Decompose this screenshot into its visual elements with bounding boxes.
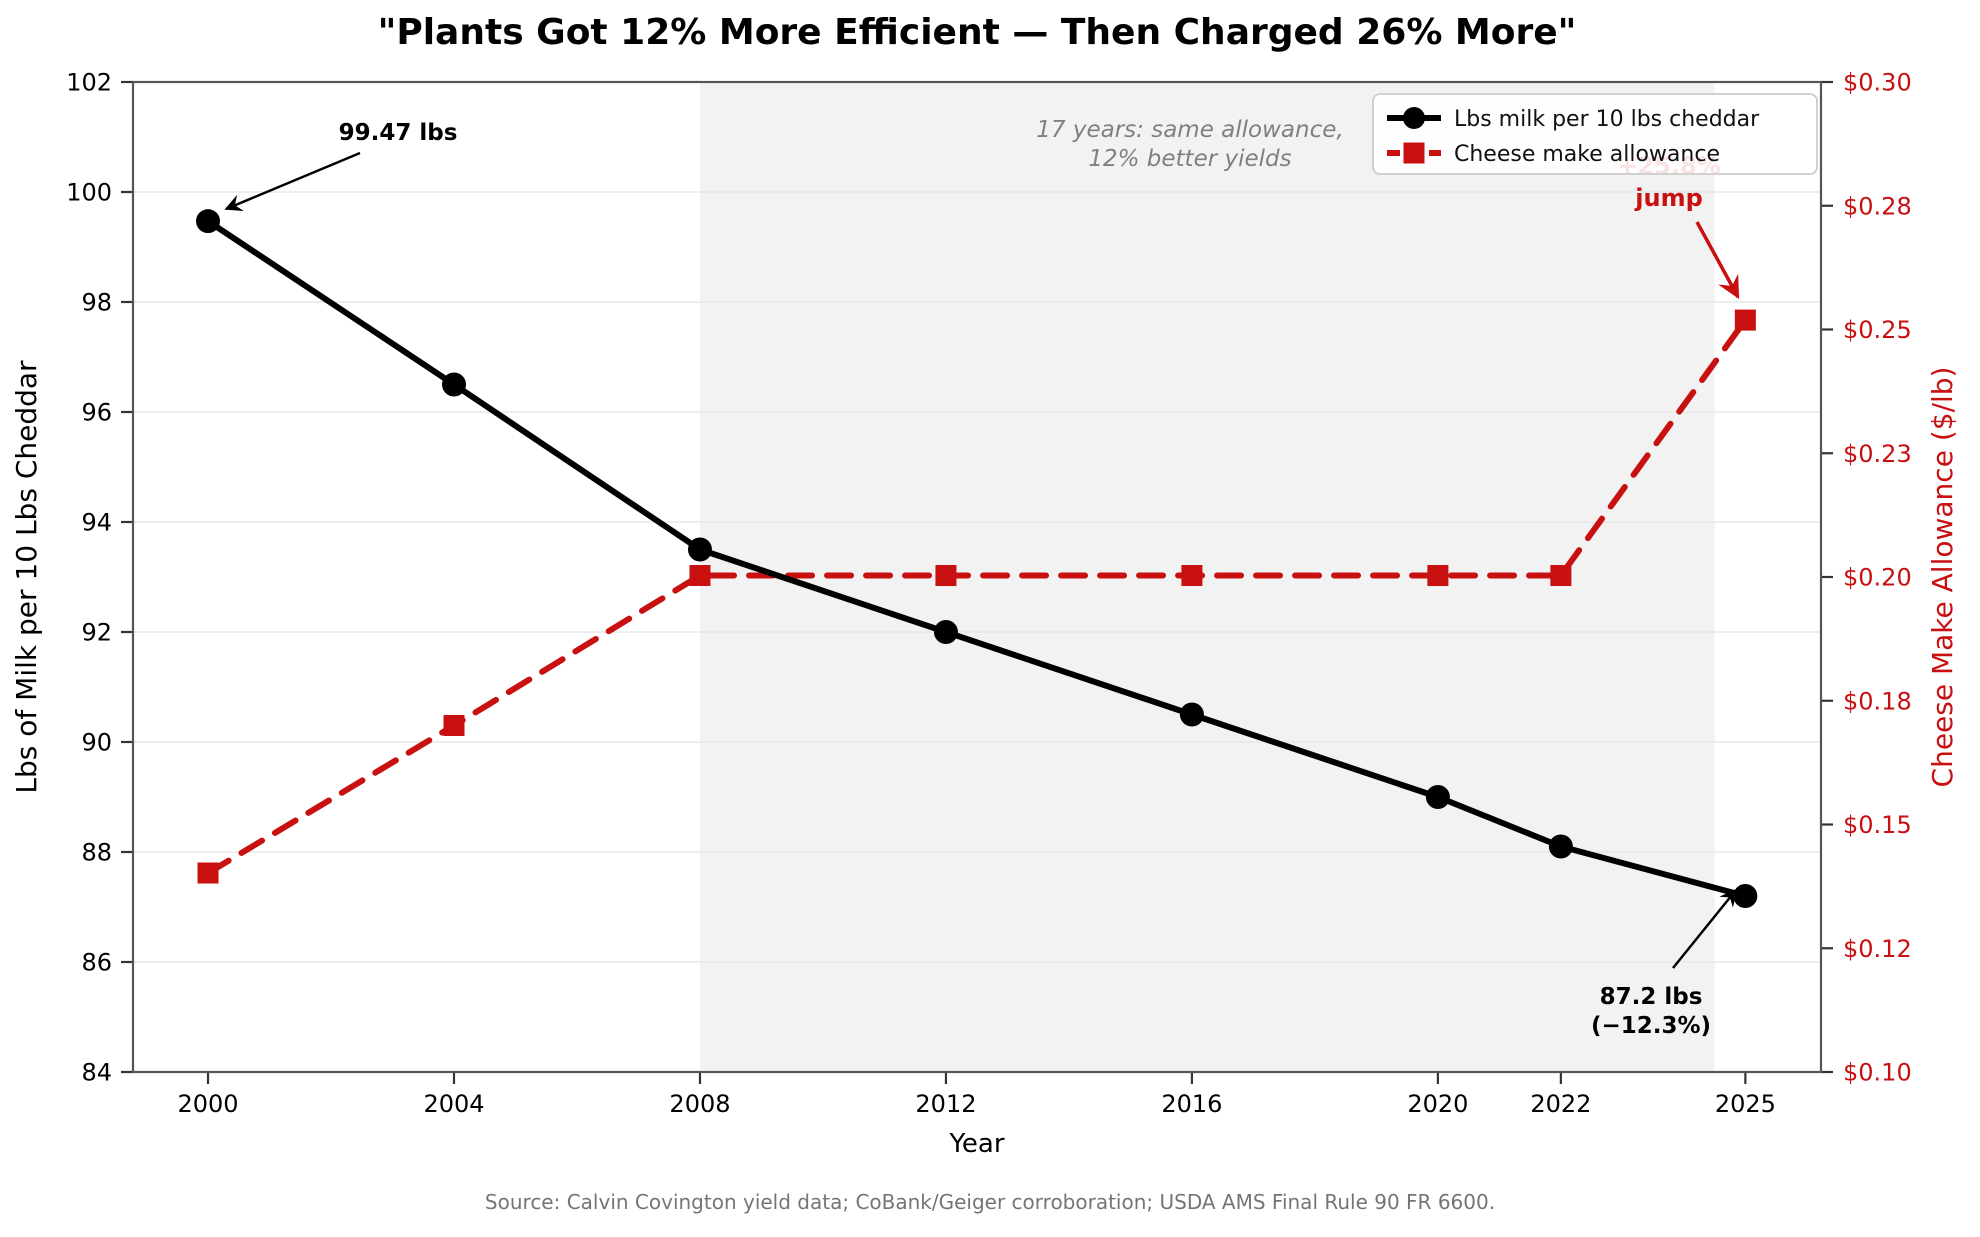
x-tick-label-2008: 2008: [669, 1090, 730, 1118]
source-note: Source: Calvin Covington yield data; CoB…: [485, 1190, 1495, 1214]
left-tick-label-96: 96: [81, 399, 112, 427]
right-tick-label-0.275: $0.28: [1843, 192, 1912, 220]
legend-item-milk: Lbs milk per 10 lbs cheddar: [1387, 107, 1760, 132]
marker-square-2008: [689, 565, 711, 587]
marker-circle-2025: [1733, 884, 1758, 908]
left-tick-label-100: 100: [66, 179, 112, 207]
legend-label-milk: Lbs milk per 10 lbs cheddar: [1454, 107, 1760, 132]
right-tick-label-0.25: $0.25: [1843, 316, 1912, 344]
legend-label-allowance: Cheese make allowance: [1454, 142, 1720, 167]
left-y-axis-label: Lbs of Milk per 10 Lbs Cheddar: [10, 360, 43, 794]
chart-title: "Plants Got 12% More Efficient — Then Ch…: [378, 12, 1577, 53]
right-tick-label-0.175: $0.18: [1843, 687, 1912, 715]
marker-circle-2000: [196, 209, 221, 234]
annotation-jump-line2: jump: [1634, 184, 1703, 212]
marker-square-2022: [1550, 565, 1572, 587]
legend-item-allowance: Cheese make allowance: [1387, 142, 1720, 167]
left-tick-label-84: 84: [81, 1059, 112, 1087]
annotation-span-note: 17 years: same allowance, 12% better yie…: [1036, 117, 1343, 172]
left-tick-label-86: 86: [81, 949, 112, 977]
x-tick-label-2004: 2004: [423, 1090, 484, 1118]
left-tick-label-92: 92: [81, 619, 112, 647]
marker-circle-2020: [1425, 785, 1450, 809]
left-tick-label-94: 94: [81, 509, 112, 537]
annotation-arrow-red: [1695, 221, 1740, 299]
marker-circle-2022: [1548, 834, 1573, 859]
annotation-peak-text: 99.47 lbs: [339, 120, 458, 146]
marker-circle-2016: [1179, 702, 1204, 727]
data-series: [196, 209, 1758, 908]
legend-circle-marker: [1403, 107, 1425, 129]
annotation-span-line1: 17 years: same allowance,: [1036, 117, 1343, 143]
x-tick-label-2025: 2025: [1715, 1090, 1776, 1118]
x-tick-label-2020: 2020: [1407, 1090, 1468, 1118]
x-axis-label: Year: [948, 1129, 1004, 1159]
left-tick-label-98: 98: [81, 289, 112, 317]
right-y-axis-label: Cheese Make Allowance ($/lb): [1926, 367, 1959, 788]
legend-box: [1372, 93, 1818, 175]
series-line-milk: [205, 218, 1749, 899]
left-tick-label-88: 88: [81, 839, 112, 867]
marker-square-2025: [1734, 309, 1756, 331]
right-tick-label-0.125: $0.12: [1843, 935, 1912, 963]
annotation-arrow: [224, 151, 361, 212]
x-tick-label-2022: 2022: [1530, 1090, 1591, 1118]
right-tick-label-0.2: $0.20: [1843, 564, 1912, 592]
left-tick-label-90: 90: [81, 729, 112, 757]
marker-square-2000: [197, 862, 219, 884]
marker-circle-2012: [933, 620, 958, 644]
annotation-final-line1: 87.2 lbs: [1600, 984, 1703, 1010]
annotation-arrow: [1672, 888, 1738, 969]
marker-square-2020: [1427, 565, 1449, 587]
right-tick-label-0.15: $0.15: [1843, 811, 1912, 839]
x-tick-label-2000: 2000: [177, 1090, 238, 1118]
marker-circle-2008: [687, 537, 712, 562]
annotation-start-value: 99.47 lbs: [224, 120, 458, 212]
marker-circle-2004: [441, 372, 466, 397]
annotation-span-line2: 12% better yields: [1088, 146, 1291, 172]
legend-square-marker: [1403, 142, 1425, 164]
marker-square-2016: [1181, 565, 1203, 587]
axes-spines: [131, 80, 1823, 1074]
axis-ticks: 84 86 88 90 92 94 96 98 100 102 $0.10 $0.12 $0.15 $0.…: [66, 69, 1912, 1119]
right-tick-label-0.1: $0.10: [1843, 1059, 1912, 1087]
marker-square-2012: [935, 565, 957, 587]
right-tick-label-0.3: $0.30: [1843, 69, 1912, 97]
x-tick-label-2012: 2012: [915, 1090, 976, 1118]
left-tick-label-102: 102: [66, 69, 112, 97]
right-tick-label-0.225: $0.23: [1843, 440, 1912, 468]
gridlines: [134, 81, 1820, 1073]
annotation-final-line2: (−12.3%): [1591, 1013, 1711, 1039]
legend: Lbs milk per 10 lbs cheddar Cheese make …: [1372, 93, 1818, 175]
series-line-allowance: [205, 317, 1749, 877]
marker-square-2004: [443, 715, 465, 736]
x-tick-label-2016: 2016: [1161, 1090, 1222, 1118]
annotation-final-value: 87.2 lbs (−12.3%): [1591, 888, 1738, 1039]
